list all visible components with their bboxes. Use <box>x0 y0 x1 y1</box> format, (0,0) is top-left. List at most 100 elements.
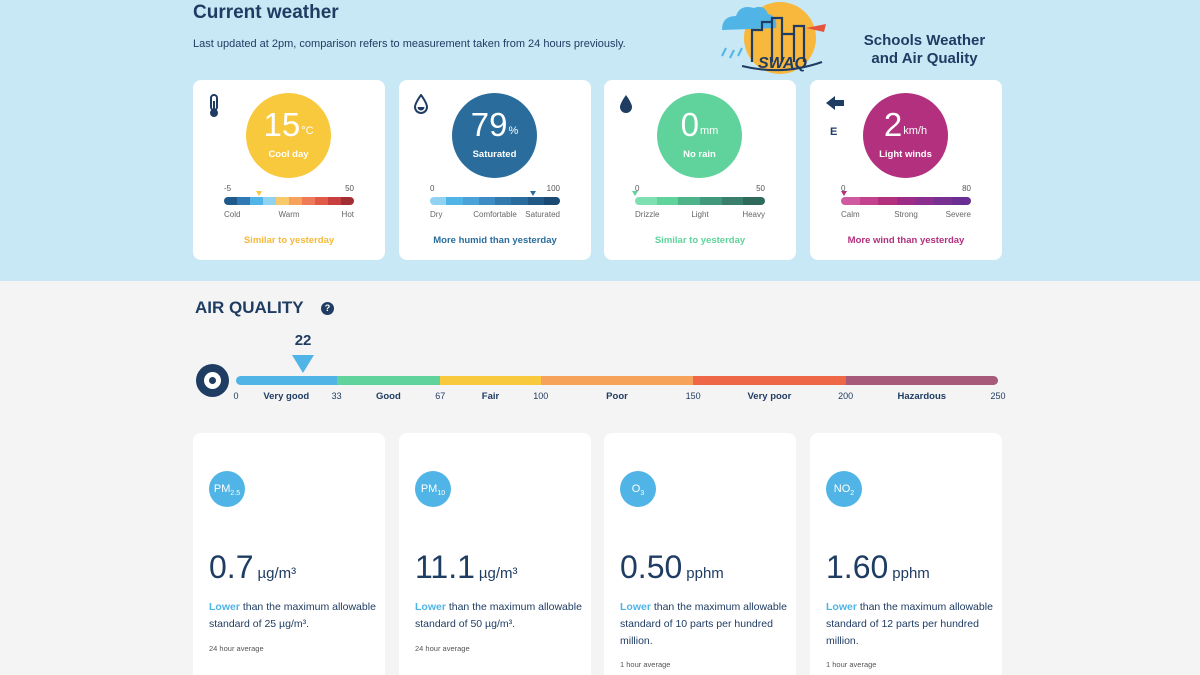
weather-card: 15°C Cool day -5 50 Cold Warm Hot Simila… <box>193 80 385 260</box>
pollutant-value: 1.60 pphm <box>826 549 930 585</box>
aqi-marker-icon <box>292 355 315 373</box>
scale-marker-icon <box>256 191 262 196</box>
wind-direction: E <box>830 126 838 138</box>
reading-value: 2 <box>883 106 903 143</box>
reading-label: No rain <box>683 149 716 160</box>
scale-label: Light <box>691 210 709 219</box>
scale-max: 50 <box>756 184 765 193</box>
scale-max: 50 <box>345 184 354 193</box>
aqi-category: Very good <box>263 391 310 402</box>
aqi-tick: 200 <box>838 391 854 401</box>
scale-min: 0 <box>635 184 640 193</box>
scale-max: 100 <box>546 184 560 193</box>
comparison-word: Lower <box>620 601 651 613</box>
scale-bar <box>430 197 560 205</box>
pollutant-unit: pphm <box>892 565 930 582</box>
reading-circle: 2km/h Light winds <box>863 93 948 178</box>
logo-title: Schools Weather and Air Quality <box>863 32 986 67</box>
thermometer-icon <box>207 94 227 118</box>
aqi-category: Good <box>375 391 401 402</box>
scale-bar <box>841 197 971 205</box>
aqi-category: Very poor <box>747 391 792 402</box>
pollutant-unit: pphm <box>686 565 724 582</box>
scale-label: Drizzle <box>635 210 660 219</box>
scale-marker-icon <box>530 191 536 196</box>
pollutant-description: Lower than the maximum allowable standar… <box>620 601 787 647</box>
averaging-period: 24 hour average <box>415 644 470 653</box>
weather-card: 79% Saturated 0 100 Dry Comfortable Satu… <box>399 80 591 260</box>
scale-bar <box>635 197 765 205</box>
averaging-period: 1 hour average <box>620 660 671 669</box>
pollutant-card: O3 0.50 pphm Lower than the maximum allow… <box>604 433 796 675</box>
comparison-text: More humid than yesterday <box>433 235 557 246</box>
air-quality-title: AIR QUALITY <box>195 298 304 317</box>
aqi-category: Hazardous <box>897 391 947 402</box>
scale-label: Severe <box>945 210 971 219</box>
comparison-word: Lower <box>415 601 446 613</box>
scale-min: 0 <box>430 184 435 193</box>
scale-min: -5 <box>224 184 232 193</box>
reading-circle: 0mm No rain <box>657 93 742 178</box>
comparison-text: Similar to yesterday <box>654 235 746 246</box>
scale-label: Dry <box>430 210 443 219</box>
weather-card: 0mm No rain 0 50 Drizzle Light Heavy Sim… <box>604 80 796 260</box>
reading-scale: 0 100 Dry Comfortable Saturated <box>430 184 560 220</box>
help-icon[interactable]: ? <box>321 302 334 315</box>
scale-marker-icon <box>841 191 847 196</box>
aqi-tick: 0 <box>233 391 239 401</box>
aqi-segment <box>693 376 847 385</box>
pollutant-badge: PM10 <box>415 471 451 507</box>
target-icon <box>196 364 229 397</box>
pollutant-value: 0.7 µg/m³ <box>209 549 297 585</box>
aqi-tick: 250 <box>990 391 1006 401</box>
reading-unit: % <box>508 125 519 137</box>
pollutant-card: PM2.5 0.7 µg/m³ Lower than the maximum al… <box>193 433 385 675</box>
wind-arrow-icon <box>824 94 844 118</box>
swaq-logo-icon <box>721 2 826 74</box>
pollutant-value: 11.1 µg/m³ <box>415 549 518 585</box>
reading-scale: 0 50 Drizzle Light Heavy <box>632 184 765 220</box>
reading-value: 79 <box>470 106 508 143</box>
scale-marker-icon <box>632 191 638 196</box>
scale-max: 80 <box>962 184 971 193</box>
reading-label: Saturated <box>472 149 517 160</box>
pollutant-description: Lower than the maximum allowable standar… <box>415 601 582 630</box>
page-title: Current weather <box>193 2 339 23</box>
scale-label: Comfortable <box>473 210 517 219</box>
averaging-period: 24 hour average <box>209 644 264 653</box>
reading-value: 15 <box>263 106 301 143</box>
pollutant-unit: µg/m³ <box>478 565 518 582</box>
reading-value: 0 <box>680 106 700 143</box>
scale-label: Saturated <box>525 210 560 219</box>
reading-circle: 79% Saturated <box>452 93 537 178</box>
pollutant-value: 0.50 pphm <box>620 549 724 585</box>
aqi-tick: 33 <box>331 391 342 401</box>
aqi-segment <box>540 376 695 385</box>
scale-label: Warm <box>278 210 300 219</box>
aqi-current-value: 22 <box>294 332 312 349</box>
pollutant-description: Lower than the maximum allowable standar… <box>826 601 993 647</box>
scale-min: 0 <box>841 184 846 193</box>
pollutant-badge: NO2 <box>826 471 862 507</box>
weather-card: E 2km/h Light winds 0 80 Calm Strong Sev… <box>810 80 1002 260</box>
reading-unit: °C <box>301 125 314 137</box>
scale-bar <box>224 197 354 205</box>
aqi-tick: 100 <box>533 391 549 401</box>
aqi-scale-bar <box>236 376 998 385</box>
aqi-category: Poor <box>606 391 628 402</box>
scale-label: Strong <box>894 210 918 219</box>
reading-circle: 15°C Cool day <box>246 93 331 178</box>
pollutant-unit: µg/m³ <box>257 565 297 582</box>
pollutant-description: Lower than the maximum allowable standar… <box>209 601 376 630</box>
aqi-category: Fair <box>481 391 500 402</box>
aqi-tick: 67 <box>435 391 446 401</box>
aqi-segment <box>845 376 998 385</box>
reading-scale: 0 80 Calm Strong Severe <box>841 184 971 220</box>
pollutant-badge: PM2.5 <box>209 471 245 507</box>
reading-unit: mm <box>700 125 719 137</box>
raindrop-icon <box>618 94 638 118</box>
pollutant-card: NO2 1.60 pphm Lower than the maximum allo… <box>810 433 1002 675</box>
droplet-icon <box>413 93 433 118</box>
reading-label: Cool day <box>268 149 309 160</box>
reading-unit: km/h <box>903 125 928 137</box>
